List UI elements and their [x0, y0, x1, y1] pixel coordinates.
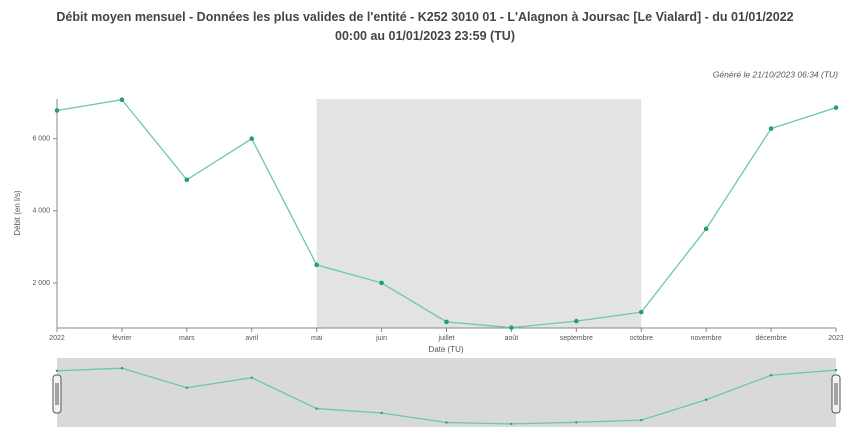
data-point — [768, 126, 774, 131]
x-tick-label: mai — [311, 335, 323, 342]
data-point-navigator — [445, 421, 448, 424]
chart-title: Débit moyen mensuel - Données les plus v… — [56, 10, 794, 43]
data-point — [703, 226, 709, 232]
navigator-bg — [57, 358, 836, 427]
y-axis-label: Débit (en l/s) — [13, 190, 22, 236]
chart-subtitle: Généré le 21/10/2023 06:34 (TU) — [713, 69, 838, 79]
data-point — [379, 280, 384, 286]
data-point — [314, 262, 319, 268]
x-tick-label: août — [505, 335, 519, 342]
y-tick-label: 6 000 — [32, 136, 50, 143]
highlight-band — [316, 99, 642, 328]
x-tick-label: septembre — [560, 335, 593, 342]
data-point-navigator — [834, 368, 838, 372]
data-point — [833, 105, 839, 110]
x-tick-label: mars — [179, 335, 195, 342]
data-point-navigator — [769, 374, 773, 377]
data-point — [444, 319, 449, 325]
data-point — [184, 177, 190, 183]
data-point-navigator — [120, 366, 124, 370]
x-tick-label: juin — [375, 335, 387, 342]
data-point-navigator — [185, 386, 189, 389]
data-point — [119, 97, 125, 103]
x-tick-label: février — [112, 335, 132, 342]
data-point-navigator — [510, 422, 513, 426]
x-axis-label: Date (TU) — [428, 345, 463, 354]
data-point — [638, 309, 644, 315]
x-tick-label: 2023 — [828, 335, 843, 342]
data-point-navigator — [640, 418, 643, 422]
x-tick-label: décembre — [756, 335, 787, 342]
data-point-navigator — [315, 407, 318, 410]
navigator-handle — [52, 374, 62, 414]
data-point-navigator — [55, 369, 59, 373]
data-point-navigator — [250, 376, 253, 379]
data-point-navigator — [380, 411, 383, 415]
x-tick-label: 2022 — [49, 335, 65, 342]
data-point — [249, 136, 255, 141]
x-tick-label: avril — [245, 335, 258, 342]
data-point — [54, 108, 60, 113]
navigator-handle — [831, 374, 841, 414]
data-point-navigator — [575, 421, 578, 424]
data-point-navigator — [704, 398, 708, 401]
data-point — [574, 318, 579, 324]
y-tick-label: 4 000 — [32, 208, 50, 215]
x-tick-label: octobre — [630, 335, 653, 342]
x-tick-label: novembre — [691, 335, 722, 342]
y-tick-label: 2 000 — [32, 280, 50, 287]
data-point — [509, 325, 514, 330]
x-tick-label: juillet — [438, 335, 455, 342]
